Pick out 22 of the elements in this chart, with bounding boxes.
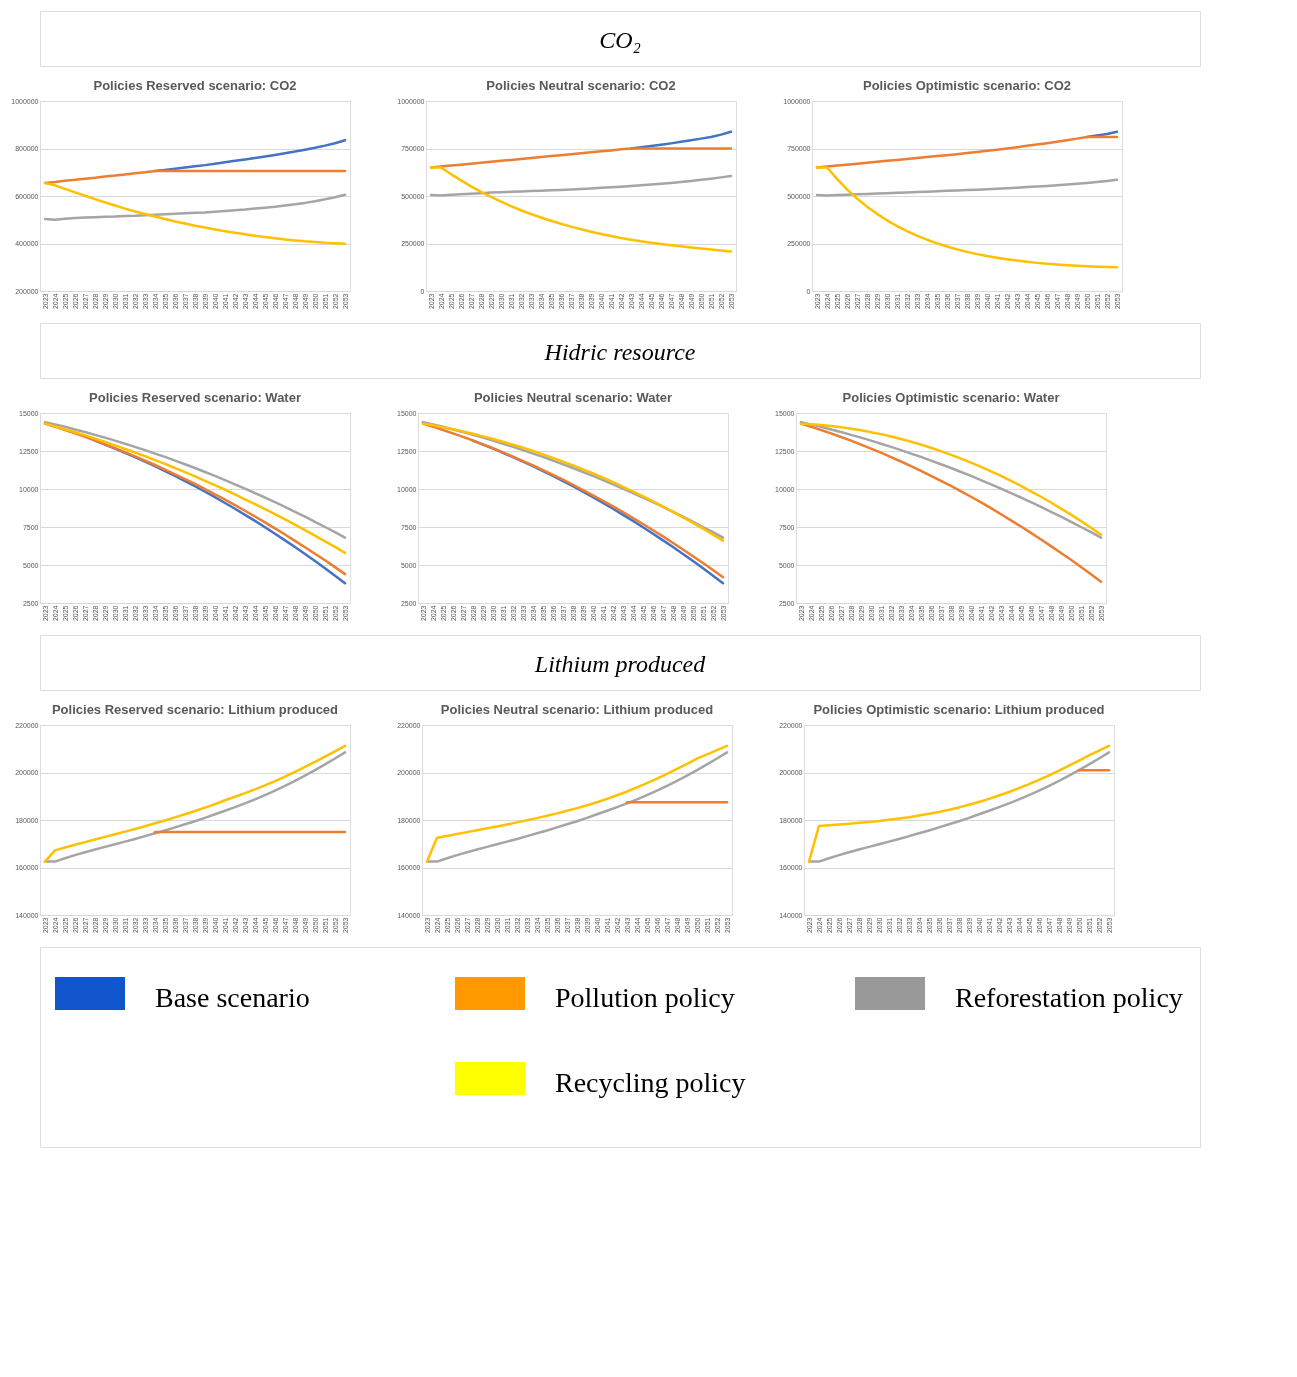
line-series [815,166,1119,269]
line-series [43,193,347,221]
category-label: Recycling policy [555,1067,746,1098]
line-series [815,178,1119,197]
chart-title: Policies Optimistic scenario: Water [842,390,1060,405]
text: Lithium produced [533,651,707,677]
text: Hidric resource [543,339,696,365]
line-series [429,174,733,197]
chart-title: Policies Neutral scenario: Lithium produced [440,702,714,717]
chart-title: Policies Reserved scenario: CO2 [93,78,297,93]
chart-title: Policies Reserved scenario: Water [89,390,301,405]
chart-title: Policies Neutral scenario: Water [473,390,673,405]
line-series [43,181,347,245]
category-label: Pollution policy [555,982,735,1013]
category-label: Base scenario [155,982,310,1013]
line-series [429,166,733,253]
chart-title: Policies Neutral scenario: CO2 [486,78,676,93]
chart-title: Policies Optimistic scenario: CO2 [862,78,1072,93]
text: CO₂ [599,27,641,53]
category-label: Reforestation policy [955,982,1183,1013]
chart-title: Policies Reserved scenario: Lithium produced [51,702,339,717]
chart-title: Policies Optimistic scenario: Lithium produced [813,702,1105,717]
